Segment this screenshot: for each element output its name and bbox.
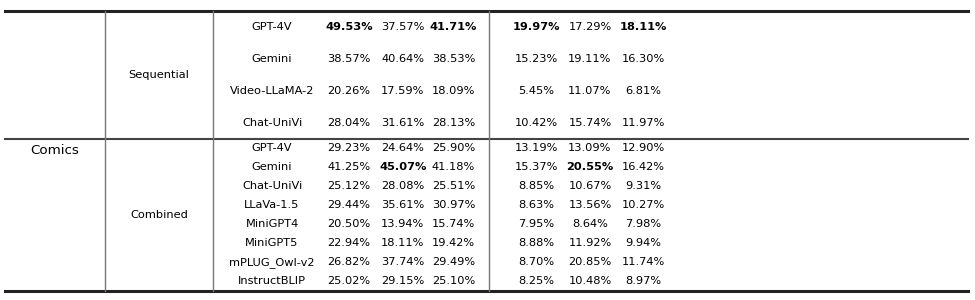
- Text: 10.48%: 10.48%: [568, 277, 611, 286]
- Text: LLaVa-1.5: LLaVa-1.5: [245, 200, 299, 210]
- Text: 37.74%: 37.74%: [381, 257, 424, 267]
- Text: Comics: Comics: [30, 144, 80, 157]
- Text: 25.51%: 25.51%: [432, 181, 475, 191]
- Text: MiniGPT4: MiniGPT4: [246, 219, 298, 229]
- Text: 28.08%: 28.08%: [381, 181, 424, 191]
- Text: 8.63%: 8.63%: [519, 200, 554, 210]
- Text: 41.25%: 41.25%: [328, 162, 370, 172]
- Text: 45.07%: 45.07%: [379, 162, 426, 172]
- Text: 20.26%: 20.26%: [328, 85, 370, 96]
- Text: 17.59%: 17.59%: [381, 85, 424, 96]
- Text: 16.42%: 16.42%: [622, 162, 665, 172]
- Text: 19.11%: 19.11%: [568, 53, 611, 64]
- Text: 35.61%: 35.61%: [381, 200, 424, 210]
- Text: 40.64%: 40.64%: [381, 53, 424, 64]
- Text: 12.90%: 12.90%: [622, 143, 665, 153]
- Text: 15.74%: 15.74%: [568, 118, 611, 128]
- Text: 13.94%: 13.94%: [381, 219, 424, 229]
- Text: 31.61%: 31.61%: [381, 118, 424, 128]
- Text: Chat-UniVi: Chat-UniVi: [242, 118, 302, 128]
- Text: mPLUG_Owl-v2: mPLUG_Owl-v2: [229, 257, 315, 268]
- Text: 9.31%: 9.31%: [625, 181, 662, 191]
- Text: GPT-4V: GPT-4V: [252, 143, 292, 153]
- Text: 38.53%: 38.53%: [432, 53, 475, 64]
- Text: 8.85%: 8.85%: [518, 181, 555, 191]
- Text: 19.42%: 19.42%: [432, 238, 475, 248]
- Text: GPT-4V: GPT-4V: [252, 22, 292, 32]
- Text: 11.97%: 11.97%: [622, 118, 665, 128]
- Text: MiniGPT5: MiniGPT5: [246, 238, 298, 248]
- Text: 13.56%: 13.56%: [568, 200, 611, 210]
- Text: 22.94%: 22.94%: [328, 238, 370, 248]
- Text: 29.49%: 29.49%: [432, 257, 475, 267]
- Text: 15.37%: 15.37%: [515, 162, 558, 172]
- Text: 17.29%: 17.29%: [568, 22, 611, 32]
- Text: 10.27%: 10.27%: [622, 200, 665, 210]
- Text: 18.11%: 18.11%: [381, 238, 424, 248]
- Text: 8.25%: 8.25%: [519, 277, 554, 286]
- Text: 16.30%: 16.30%: [622, 53, 665, 64]
- Text: 30.97%: 30.97%: [432, 200, 475, 210]
- Text: 7.98%: 7.98%: [625, 219, 662, 229]
- Text: 18.09%: 18.09%: [432, 85, 475, 96]
- Text: 11.92%: 11.92%: [568, 238, 611, 248]
- Text: 25.02%: 25.02%: [328, 277, 370, 286]
- Text: 6.81%: 6.81%: [626, 85, 661, 96]
- Text: 8.97%: 8.97%: [625, 277, 662, 286]
- Text: 25.90%: 25.90%: [432, 143, 475, 153]
- Text: 41.71%: 41.71%: [430, 22, 477, 32]
- Text: 18.11%: 18.11%: [620, 22, 667, 32]
- Text: 8.88%: 8.88%: [518, 238, 555, 248]
- Text: 20.50%: 20.50%: [328, 219, 370, 229]
- Text: 19.97%: 19.97%: [513, 22, 560, 32]
- Text: 13.09%: 13.09%: [568, 143, 611, 153]
- Text: Combined: Combined: [130, 210, 188, 220]
- Text: 15.74%: 15.74%: [432, 219, 475, 229]
- Text: 10.42%: 10.42%: [515, 118, 558, 128]
- Text: 20.85%: 20.85%: [568, 257, 611, 267]
- Text: 5.45%: 5.45%: [519, 85, 554, 96]
- Text: 26.82%: 26.82%: [328, 257, 370, 267]
- Text: Video-LLaMA-2: Video-LLaMA-2: [230, 85, 314, 96]
- Text: 9.94%: 9.94%: [626, 238, 661, 248]
- Text: 24.64%: 24.64%: [381, 143, 424, 153]
- Text: 15.23%: 15.23%: [515, 53, 558, 64]
- Text: 28.13%: 28.13%: [432, 118, 475, 128]
- Text: 25.12%: 25.12%: [328, 181, 370, 191]
- Text: 29.23%: 29.23%: [328, 143, 370, 153]
- Text: Gemini: Gemini: [252, 53, 292, 64]
- Text: 37.57%: 37.57%: [381, 22, 424, 32]
- Text: InstructBLIP: InstructBLIP: [238, 277, 306, 286]
- Text: 11.74%: 11.74%: [622, 257, 665, 267]
- Text: 13.19%: 13.19%: [515, 143, 558, 153]
- Text: 11.07%: 11.07%: [568, 85, 611, 96]
- Text: 7.95%: 7.95%: [518, 219, 555, 229]
- Text: 20.55%: 20.55%: [566, 162, 613, 172]
- Text: 38.57%: 38.57%: [328, 53, 370, 64]
- Text: 29.44%: 29.44%: [328, 200, 370, 210]
- Text: 10.67%: 10.67%: [568, 181, 611, 191]
- Text: 8.64%: 8.64%: [572, 219, 607, 229]
- Text: 8.70%: 8.70%: [518, 257, 555, 267]
- Text: 29.15%: 29.15%: [381, 277, 424, 286]
- Text: 28.04%: 28.04%: [328, 118, 370, 128]
- Text: Sequential: Sequential: [129, 70, 189, 80]
- Text: 25.10%: 25.10%: [432, 277, 475, 286]
- Text: Gemini: Gemini: [252, 162, 292, 172]
- Text: Chat-UniVi: Chat-UniVi: [242, 181, 302, 191]
- Text: 41.18%: 41.18%: [432, 162, 475, 172]
- Text: 49.53%: 49.53%: [326, 22, 372, 32]
